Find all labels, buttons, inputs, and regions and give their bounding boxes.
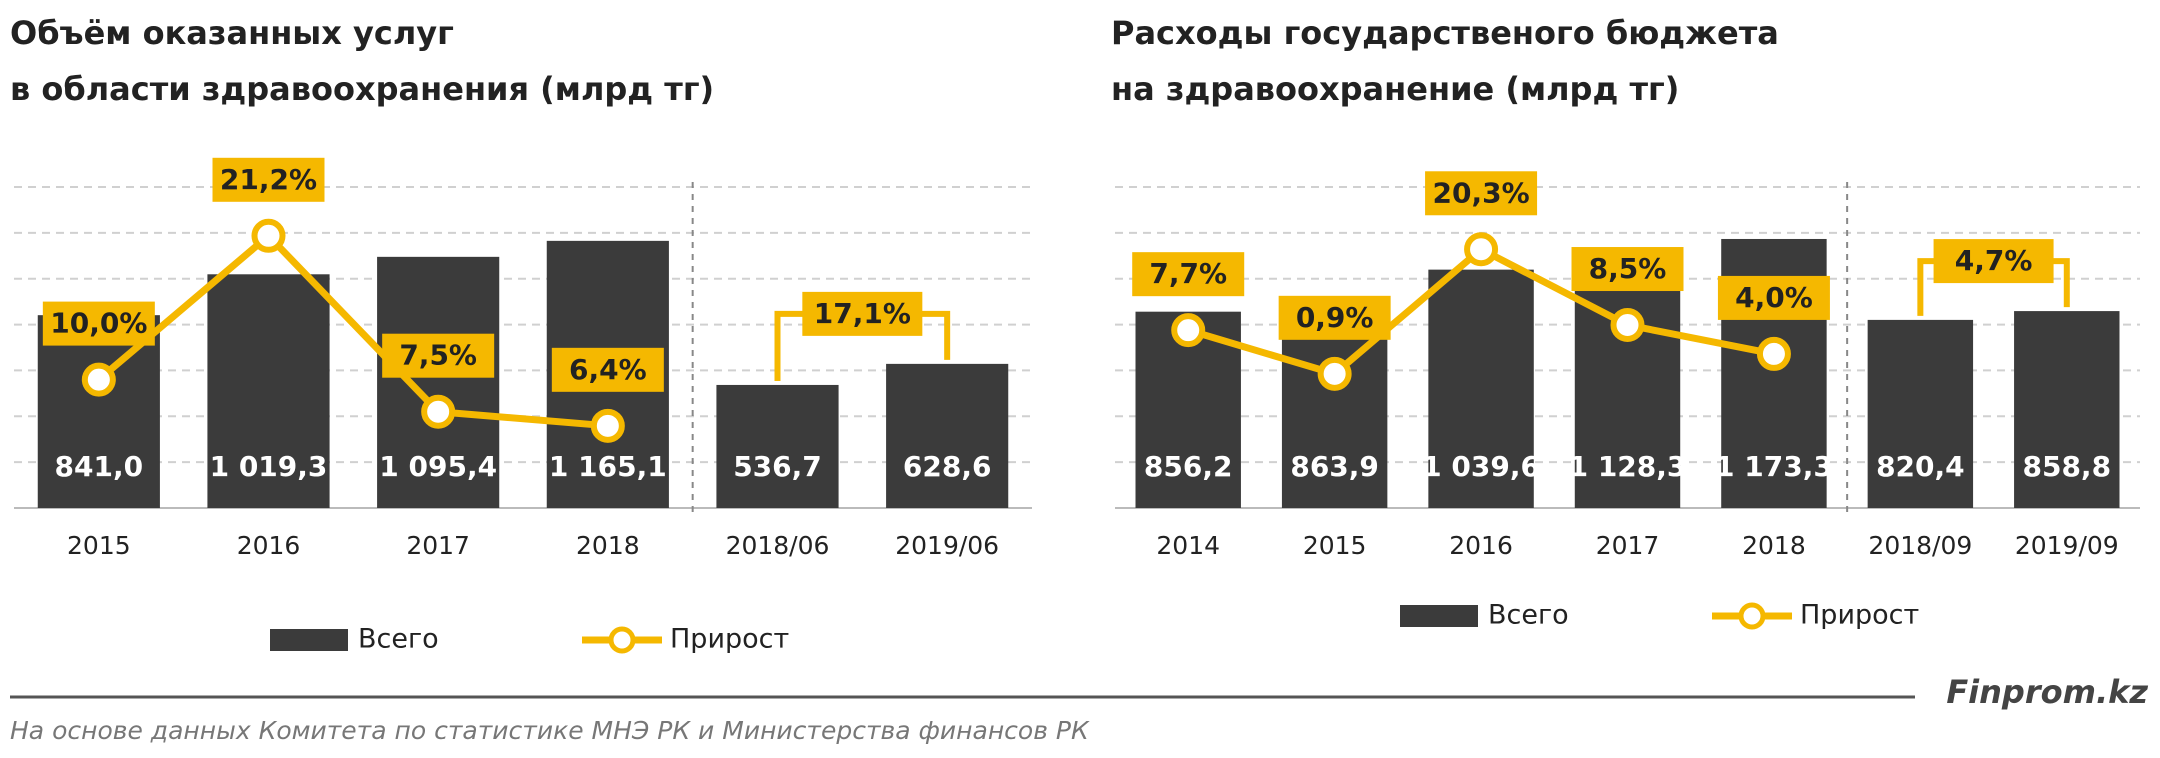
- bar-label: 628,6: [903, 450, 992, 483]
- growth-label-bg: [551, 347, 664, 392]
- growth-label: 20,3%: [1433, 176, 1530, 209]
- bar-label: 1 173,3: [1715, 450, 1833, 483]
- growth-label-bg: [382, 333, 495, 378]
- bar: [886, 363, 1009, 508]
- growth-label-bg: [1425, 171, 1538, 216]
- growth-label: 7,7%: [1149, 257, 1227, 290]
- chart-title: Объём оказанных услуг: [10, 14, 454, 52]
- bar: [1428, 269, 1534, 508]
- legend-label: Всего: [1488, 600, 1569, 631]
- growth-point: [1756, 336, 1791, 371]
- legend-swatch: [1400, 605, 1478, 627]
- bar-label: 1 095,4: [379, 450, 497, 483]
- bar-label: 1 128,3: [1569, 450, 1687, 483]
- x-tick-label: 2017: [406, 531, 470, 560]
- x-tick-label: 2018: [1742, 531, 1806, 560]
- legend-label: Прирост: [1800, 600, 1919, 631]
- chart-title: Расходы государственого бюджета: [1111, 14, 1779, 52]
- legend-swatch: [270, 629, 348, 651]
- legend-label: Всего: [358, 624, 439, 655]
- chart-title: в области здравоохранения (млрд тг): [10, 70, 714, 108]
- source: На основе данных Комитета по статистике …: [10, 716, 1090, 745]
- growth-label-bg: [1571, 247, 1684, 292]
- growth-label-bg: [42, 301, 155, 346]
- growth-point: [1317, 356, 1352, 391]
- bar: [1867, 319, 1974, 508]
- growth-point: [421, 394, 456, 429]
- growth-label-bg: [1717, 275, 1830, 320]
- bar-label: 841,0: [55, 450, 144, 483]
- period-growth-label-bg: [802, 291, 923, 336]
- x-tick-label: 2019/06: [895, 531, 999, 560]
- bar: [716, 384, 839, 508]
- growth-label: 21,2%: [220, 163, 317, 196]
- bar: [2014, 311, 2120, 508]
- chart-title: на здравоохранение (млрд тг): [1111, 70, 1679, 108]
- x-tick-label: 2016: [237, 531, 301, 560]
- legend-label: Прирост: [670, 624, 789, 655]
- growth-label: 6,4%: [569, 353, 647, 386]
- bar-label: 863,9: [1290, 450, 1379, 483]
- period-growth-label: 17,1%: [814, 297, 911, 330]
- growth-point: [590, 408, 625, 443]
- growth-point: [251, 218, 286, 253]
- x-tick-label: 2018/09: [1868, 531, 1972, 560]
- bar-label: 820,4: [1876, 450, 1965, 483]
- x-tick-label: 2014: [1156, 531, 1220, 560]
- bar-label: 1 039,6: [1422, 450, 1540, 483]
- x-tick-label: 2015: [1303, 531, 1367, 560]
- x-tick-label: 2018: [576, 531, 640, 560]
- bar-label: 1 019,3: [210, 450, 328, 483]
- growth-point: [1610, 308, 1645, 343]
- growth-point: [1171, 313, 1206, 348]
- growth-label-bg: [1278, 295, 1391, 340]
- bar-label: 858,8: [2022, 450, 2111, 483]
- brand: Finprom.kz: [1946, 673, 2148, 711]
- period-growth-label: 4,7%: [1955, 244, 2033, 277]
- bar: [207, 274, 330, 508]
- x-tick-label: 2018/06: [726, 531, 830, 560]
- growth-line: [96, 232, 609, 430]
- bar-label: 536,7: [733, 450, 822, 483]
- growth-label: 0,9%: [1296, 301, 1374, 334]
- x-tick-label: 2016: [1449, 531, 1513, 560]
- legend-point: [608, 626, 636, 654]
- growth-label: 8,5%: [1589, 252, 1667, 285]
- growth-label-bg: [212, 157, 325, 202]
- growth-label: 7,5%: [399, 339, 477, 372]
- growth-point: [1464, 232, 1499, 267]
- growth-label: 4,0%: [1735, 281, 1813, 314]
- bar-label: 856,2: [1144, 450, 1233, 483]
- growth-point: [81, 362, 116, 397]
- growth-label-bg: [1132, 252, 1245, 297]
- x-tick-label: 2019/09: [2015, 531, 2119, 560]
- growth-label: 10,0%: [50, 307, 147, 340]
- period-growth-label-bg: [1933, 239, 2054, 284]
- legend-point: [1738, 602, 1766, 630]
- x-tick-label: 2017: [1596, 531, 1660, 560]
- x-tick-label: 2015: [67, 531, 131, 560]
- bar-label: 1 165,1: [549, 450, 667, 483]
- bar: [377, 256, 500, 508]
- bar: [1574, 249, 1681, 508]
